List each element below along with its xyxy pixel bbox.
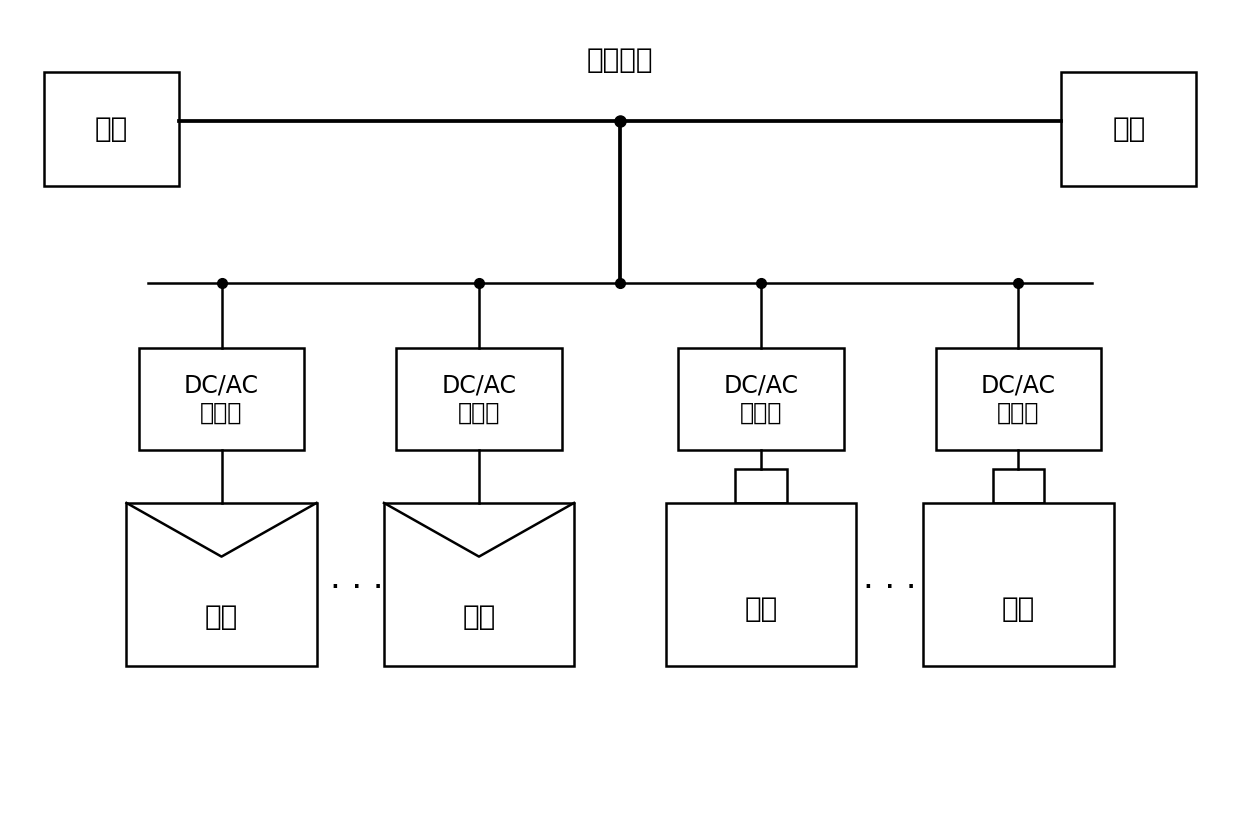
Bar <box>666 503 856 666</box>
Text: 负载: 负载 <box>1112 115 1146 143</box>
Text: 储能: 储能 <box>744 595 777 623</box>
Text: 储能: 储能 <box>1002 595 1035 623</box>
Text: · · ·: · · · <box>330 571 383 605</box>
Text: 电网: 电网 <box>94 115 128 143</box>
Bar <box>936 348 1101 450</box>
Bar <box>397 348 562 450</box>
Bar <box>735 469 786 503</box>
Text: 交流母线: 交流母线 <box>587 45 653 74</box>
Bar <box>678 348 843 450</box>
Bar <box>924 503 1114 666</box>
Text: 光伏: 光伏 <box>463 603 496 631</box>
Bar <box>1061 72 1197 186</box>
Bar <box>139 348 304 450</box>
Text: DC/AC
逆变器: DC/AC 逆变器 <box>184 373 259 425</box>
Bar <box>384 503 574 666</box>
Text: · · ·: · · · <box>863 571 916 605</box>
Bar <box>126 503 316 666</box>
Text: DC/AC
逆变器: DC/AC 逆变器 <box>441 373 517 425</box>
Text: DC/AC
逆变器: DC/AC 逆变器 <box>723 373 799 425</box>
Bar <box>43 72 179 186</box>
Text: 光伏: 光伏 <box>205 603 238 631</box>
Text: DC/AC
逆变器: DC/AC 逆变器 <box>981 373 1056 425</box>
Bar <box>993 469 1044 503</box>
